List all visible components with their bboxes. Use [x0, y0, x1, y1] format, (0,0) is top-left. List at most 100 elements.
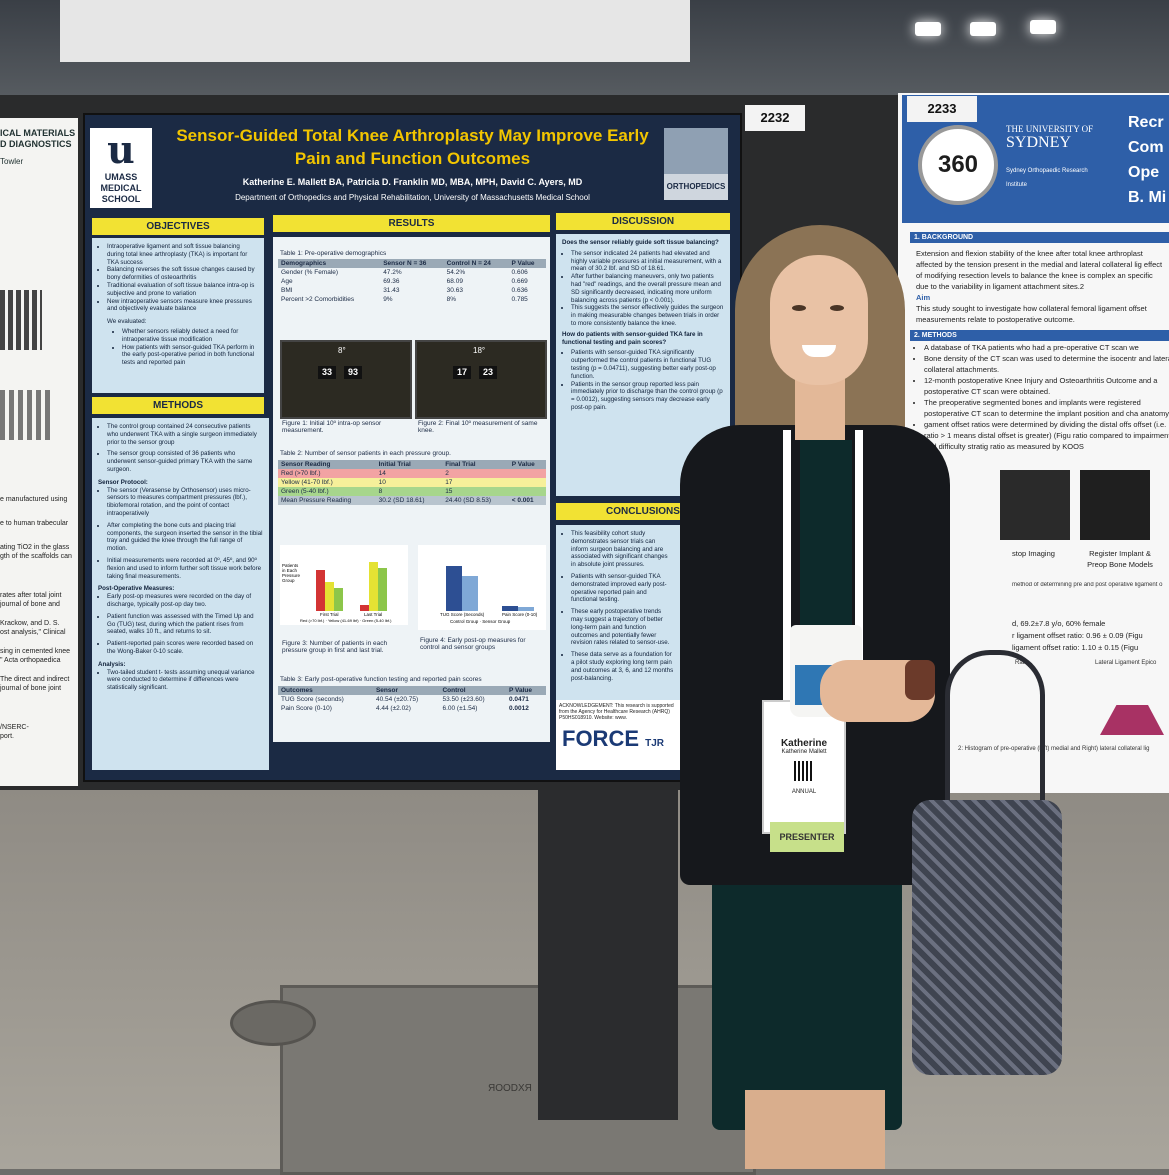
discussion-heading: DISCUSSION: [556, 213, 730, 230]
name-badge: Katherine Katherine Mallett ANNUAL: [762, 700, 846, 834]
table1-caption: Table 1: Pre-operative demographics: [280, 250, 387, 257]
figure3-chart: Patients in Each Pressure Group First Tr…: [280, 545, 408, 625]
text-line: Krackow, and D. S.: [0, 620, 60, 627]
table-row: BMI 31.43 30.63 0.636: [278, 286, 546, 295]
table-row: Age 69.36 68.09 0.669: [278, 277, 546, 286]
table-cell: 54.2%: [446, 269, 466, 276]
neck: [795, 375, 845, 440]
dress-front: [800, 440, 852, 640]
background-text: Extension and flexion stability of the k…: [916, 249, 1163, 291]
figure1-angle: 8°: [338, 346, 346, 355]
text-line: port.: [0, 733, 15, 740]
table-header: Control N = 24: [446, 260, 491, 267]
table3-caption: Table 3: Early post-operative function t…: [280, 676, 482, 683]
eye: [792, 305, 806, 311]
bar-pain-control: [502, 605, 518, 611]
methods-subheading: Sensor Protocol:: [98, 478, 148, 486]
text-line: e manufactured using: [0, 496, 68, 503]
text-line: journal of bone joint: [0, 685, 62, 692]
table-cell: 0.0012: [508, 705, 529, 712]
objective-item: Balancing reverses the soft tissue chang…: [107, 266, 258, 282]
table-header-row: Outcomes Sensor Control P Value: [278, 686, 546, 695]
poster-department: Department of Orthopedics and Physical R…: [235, 193, 590, 202]
left-title-line: D DIAGNOSTICS: [0, 139, 72, 149]
bar-yellow-last: [369, 561, 378, 611]
objective-sub-item: How patients with sensor-guided TKA perf…: [122, 344, 258, 367]
demographics-table: Demographics Sensor N = 36 Control N = 2…: [278, 259, 546, 304]
results-line: r ligament offset ratio: 0.96 ± 0.09 (Fi…: [1012, 631, 1143, 640]
text-line: e to human trabecular: [0, 520, 69, 527]
building-photo: [664, 128, 728, 174]
logo-line: UMASS: [104, 172, 138, 182]
table-cell: 30.2 (SD 18.61): [378, 497, 425, 504]
aim-label: Aim: [916, 293, 931, 302]
eye: [830, 305, 844, 311]
bar-tug-sensor: [462, 576, 478, 611]
lanyard: [783, 430, 791, 710]
table-header-row: Sensor Reading Initial Trial Final Trial…: [278, 460, 546, 469]
discussion-section: Does the sensor reliably guide soft tiss…: [556, 234, 730, 496]
methods-item: The sensor group consisted of 36 patient…: [107, 450, 263, 473]
ceiling-light: [970, 22, 996, 36]
table-header: Outcomes: [281, 687, 313, 694]
smile: [802, 345, 836, 357]
overhead-banner: [60, 0, 690, 62]
floor-label: ЯOODXЯ: [488, 1083, 532, 1094]
bar-tug-control: [446, 565, 462, 611]
text-line: ost analysis," Clinical: [0, 629, 66, 636]
title-line: Com: [1128, 139, 1164, 156]
bar-pain-sensor: [518, 606, 534, 611]
table-row: Red (>70 lbf.) 14 2: [278, 469, 546, 478]
booth-number-right: 2233: [907, 96, 977, 122]
left-title-line: ICAL MATERIALS: [0, 128, 76, 138]
badge-annual: ANNUAL: [791, 789, 817, 795]
orthopedics-logo-text: ORTHOPEDICS: [666, 182, 726, 191]
methods-item: The preoperative segmented bones and imp…: [924, 397, 1169, 419]
title-line: B. Mi: [1128, 189, 1167, 206]
table-header: Sensor N = 36: [383, 260, 427, 267]
methods-item: Bone density of the CT scan was used to …: [924, 353, 1169, 375]
acknowledgement: ACKNOWLEDGEMENT: This research is suppor…: [556, 700, 680, 770]
figure3-plot: [302, 553, 402, 611]
legend-item: Green (5-40 lbf.): [362, 618, 392, 623]
ceiling-light: [915, 22, 941, 36]
table-cell: 0.636: [511, 287, 528, 294]
methods-item: The sensor (Verasense by Orthosensor) us…: [107, 487, 263, 518]
floor-hatch: [230, 1000, 316, 1046]
force-tjr-logo: FORCE TJR: [562, 726, 664, 752]
table-row: Green (5-40 lbf.) 8 15: [278, 487, 546, 496]
discussion-item: The sensor indicated 24 patients had ele…: [571, 250, 724, 273]
figure2-caption: Figure 2: Final 10º measurement of same …: [418, 420, 538, 434]
method-caption: method of determining pre and post opera…: [1012, 582, 1163, 588]
table-cell: 0.606: [511, 269, 528, 276]
image-caption: stop Imaging: [1012, 549, 1055, 558]
figure4-legend: Control Group · Sensor Group: [450, 619, 511, 624]
left-poster-chart: [0, 390, 50, 440]
table-cell: 8%: [446, 296, 457, 303]
ct-scan-image: [1000, 470, 1070, 540]
table-header-row: Demographics Sensor N = 36 Control N = 2…: [278, 259, 546, 268]
presenter-ribbon: PRESENTER: [770, 822, 844, 852]
legs: [745, 1090, 885, 1169]
table-cell: 0.0471: [508, 696, 529, 703]
left-poster-text: e manufactured using e to human trabecul…: [0, 495, 76, 741]
force-logo-text: FORCE: [562, 726, 639, 751]
figure3-category: Last Trial: [364, 612, 383, 617]
table-cell: Percent >2 Comorbidities: [281, 296, 355, 303]
umass-logo: u UMASS MEDICAL SCHOOL: [90, 128, 152, 208]
table-cell: Yellow (41-70 lbf.): [281, 479, 333, 486]
table-cell: [509, 478, 546, 487]
objective-item: Intraoperative ligament and soft tissue …: [107, 243, 258, 266]
table-cell: 8: [378, 488, 383, 495]
table2-caption: Table 2: Number of sensor patients in ea…: [280, 450, 451, 457]
table-header: P Value: [511, 461, 535, 468]
text-line: The direct and indirect: [0, 676, 70, 683]
face: [770, 255, 868, 385]
table-cell: 0.785: [511, 296, 528, 303]
poster-authors: Katherine E. Mallett BA, Patricia D. Fra…: [242, 177, 583, 187]
table-header: Sensor: [375, 687, 398, 694]
figure4-plot: [432, 553, 542, 611]
results-line: d, 69.2±7.8 y/o, 60% female: [1012, 619, 1106, 628]
results-heading: RESULTS: [273, 215, 550, 232]
logo-line: MEDICAL: [100, 183, 142, 193]
